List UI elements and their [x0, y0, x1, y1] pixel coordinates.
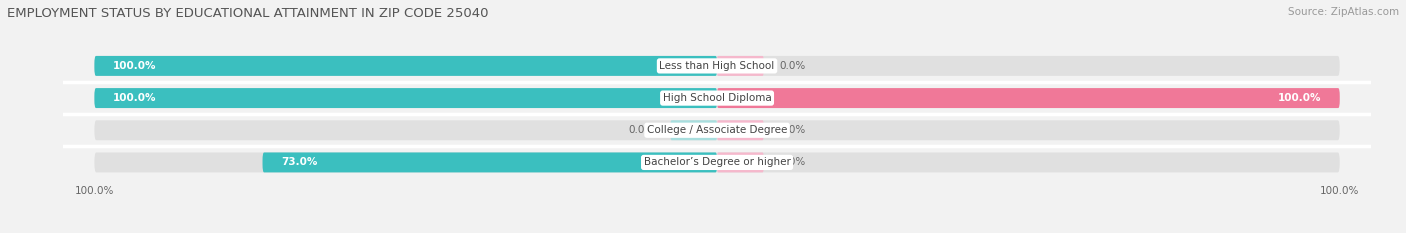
Text: Source: ZipAtlas.com: Source: ZipAtlas.com	[1288, 7, 1399, 17]
Text: 100.0%: 100.0%	[1278, 93, 1322, 103]
Text: 0.0%: 0.0%	[779, 125, 806, 135]
Text: EMPLOYMENT STATUS BY EDUCATIONAL ATTAINMENT IN ZIP CODE 25040: EMPLOYMENT STATUS BY EDUCATIONAL ATTAINM…	[7, 7, 488, 20]
Text: 100.0%: 100.0%	[112, 93, 156, 103]
Text: Less than High School: Less than High School	[659, 61, 775, 71]
Text: High School Diploma: High School Diploma	[662, 93, 772, 103]
FancyBboxPatch shape	[94, 152, 1340, 172]
Text: 73.0%: 73.0%	[281, 158, 318, 168]
FancyBboxPatch shape	[671, 120, 717, 140]
FancyBboxPatch shape	[94, 56, 1340, 76]
Text: 0.0%: 0.0%	[779, 158, 806, 168]
FancyBboxPatch shape	[94, 88, 717, 108]
Text: 0.0%: 0.0%	[628, 125, 655, 135]
FancyBboxPatch shape	[717, 56, 763, 76]
Text: 100.0%: 100.0%	[112, 61, 156, 71]
FancyBboxPatch shape	[263, 152, 717, 172]
Text: Bachelor’s Degree or higher: Bachelor’s Degree or higher	[644, 158, 790, 168]
FancyBboxPatch shape	[717, 88, 1340, 108]
FancyBboxPatch shape	[94, 56, 717, 76]
FancyBboxPatch shape	[94, 120, 1340, 140]
Text: 0.0%: 0.0%	[779, 61, 806, 71]
Text: College / Associate Degree: College / Associate Degree	[647, 125, 787, 135]
FancyBboxPatch shape	[717, 152, 763, 172]
FancyBboxPatch shape	[717, 120, 763, 140]
FancyBboxPatch shape	[94, 88, 1340, 108]
